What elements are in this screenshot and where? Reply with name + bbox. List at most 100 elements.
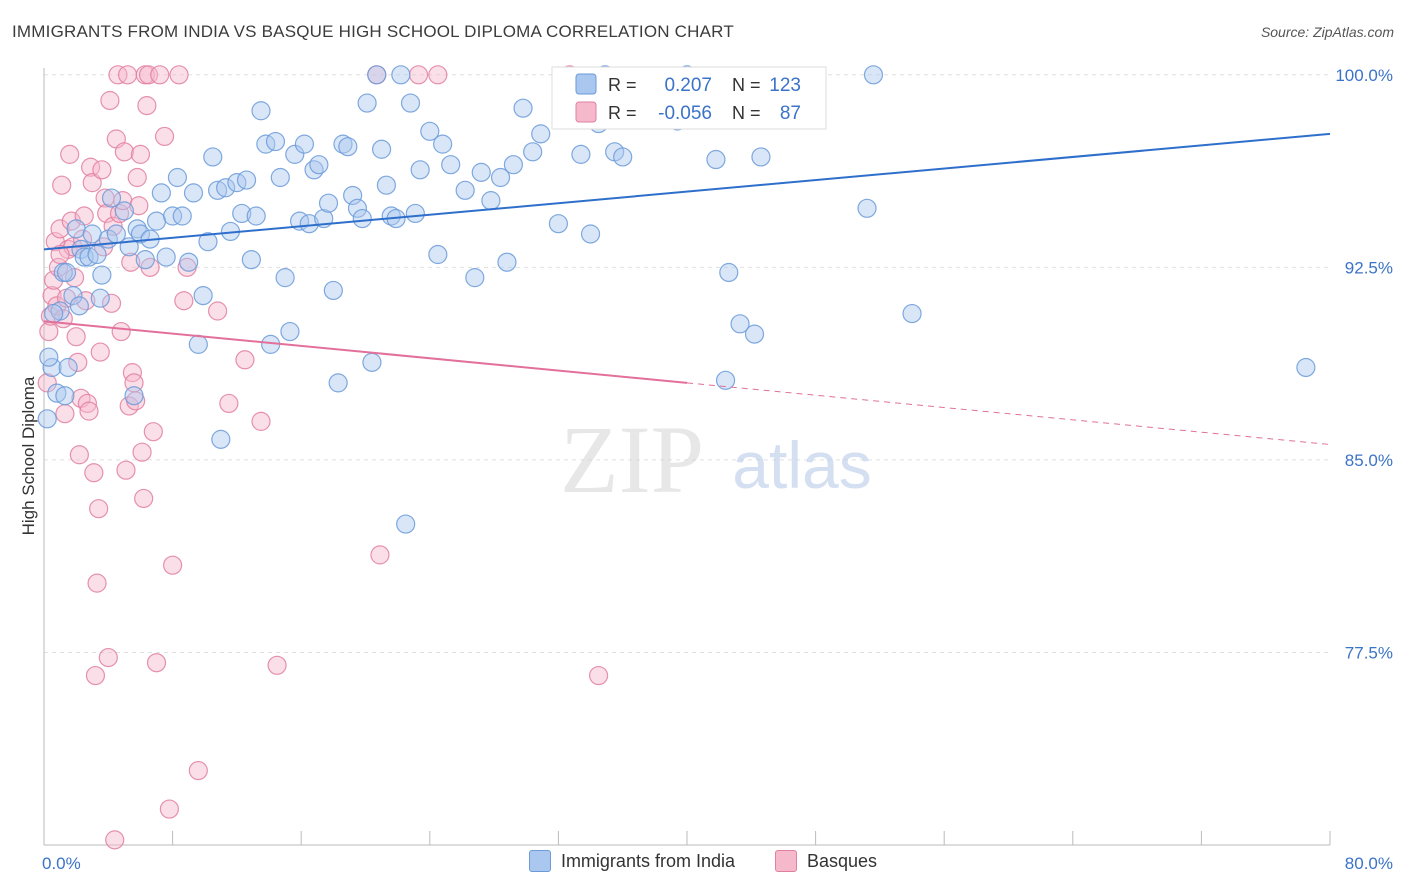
- india-point: [497, 252, 517, 272]
- india-point: [523, 142, 543, 162]
- india-point: [396, 514, 416, 534]
- y-tick-label: 85.0%: [1345, 451, 1393, 470]
- basque-point: [92, 160, 112, 180]
- x-tick-max: 80.0%: [1345, 854, 1393, 873]
- india-point: [294, 134, 315, 154]
- basque-point: [84, 463, 104, 483]
- india-point: [285, 144, 305, 164]
- india-point: [571, 144, 591, 164]
- india-point: [715, 370, 736, 390]
- india-point: [216, 178, 236, 198]
- basque-point: [101, 293, 122, 313]
- india-point: [513, 98, 533, 118]
- india-trend-line: [43, 132, 1331, 251]
- india-point: [405, 203, 425, 224]
- basque-point: [79, 401, 99, 421]
- basque-trend-line-dashed: [686, 382, 1331, 445]
- india-point: [265, 131, 286, 152]
- india-point: [151, 183, 171, 203]
- basque-point: [85, 665, 106, 686]
- india-point: [400, 93, 421, 113]
- legend-item-india[interactable]: Immigrants from India: [528, 850, 735, 872]
- basque-point: [134, 488, 154, 509]
- basque-point: [81, 157, 101, 177]
- basque-point: [119, 396, 139, 416]
- basque-point: [127, 167, 147, 188]
- basque-r-value: -0.056: [658, 103, 712, 124]
- india-point: [66, 219, 86, 239]
- basque-point: [132, 442, 152, 462]
- india-point: [236, 170, 257, 190]
- india-r-label: R =: [608, 75, 637, 95]
- india-point: [376, 175, 396, 195]
- legend-label-basques: Basques: [807, 850, 878, 871]
- india-point: [203, 147, 223, 167]
- basque-point: [90, 342, 110, 362]
- india-point: [58, 357, 78, 378]
- y-tick-label: 77.5%: [1345, 643, 1393, 662]
- basque-point: [154, 126, 175, 147]
- india-point: [352, 208, 372, 229]
- india-point: [1296, 357, 1316, 378]
- basque-point: [408, 65, 429, 85]
- india-point: [90, 288, 110, 308]
- stats-legend-box: R = 0.207 N = 123 R = -0.056 N = 87: [551, 66, 827, 130]
- basque-point: [138, 65, 159, 85]
- basque-point: [69, 445, 89, 465]
- basque-point: [137, 96, 157, 116]
- basque-point: [174, 291, 194, 311]
- india-point: [362, 352, 382, 372]
- basque-point: [129, 196, 149, 216]
- basque-point: [150, 65, 170, 85]
- basque-point: [114, 142, 134, 162]
- basque-point: [188, 760, 208, 781]
- india-point: [246, 206, 266, 226]
- india-point: [465, 268, 485, 288]
- india-point: [44, 303, 64, 324]
- legend-swatch-india: [528, 850, 551, 872]
- watermark: ZIP atlas: [560, 406, 872, 513]
- india-stats-swatch: [575, 73, 597, 95]
- india-n-label: N =: [732, 75, 761, 95]
- india-point: [172, 206, 192, 226]
- india-point: [232, 203, 252, 224]
- basque-point: [143, 422, 163, 442]
- legend-item-basques[interactable]: Basques: [775, 850, 877, 872]
- basque-point: [68, 352, 88, 372]
- india-point: [371, 139, 392, 159]
- india-point: [343, 185, 363, 206]
- india-point: [318, 193, 339, 213]
- basque-point: [76, 291, 96, 311]
- india-point: [82, 224, 102, 244]
- basque-point: [60, 144, 80, 164]
- basque-point: [37, 373, 57, 393]
- india-point: [146, 211, 167, 231]
- india-point: [130, 224, 151, 244]
- india-point: [410, 160, 430, 180]
- legend-swatch-basques: [775, 850, 797, 872]
- basque-point: [146, 653, 167, 673]
- india-point: [338, 137, 358, 157]
- india-point: [270, 167, 290, 188]
- basque-point: [100, 90, 120, 111]
- basque-stats-swatch: [575, 101, 597, 123]
- india-point: [531, 124, 551, 144]
- india-point: [42, 357, 62, 378]
- basque-point: [117, 65, 138, 85]
- basque-point: [208, 301, 228, 321]
- basque-point: [251, 411, 271, 431]
- india-point: [613, 147, 633, 167]
- india-point: [188, 334, 208, 354]
- basque-points: [37, 65, 609, 850]
- india-point: [69, 296, 89, 316]
- india-point: [455, 180, 475, 200]
- basque-point: [121, 252, 141, 272]
- axes: [43, 68, 1331, 846]
- watermark-atlas: atlas: [732, 428, 871, 502]
- basque-point: [77, 393, 98, 414]
- basque-point: [370, 545, 390, 565]
- india-point: [706, 149, 726, 170]
- basque-r-label: R =: [608, 103, 637, 123]
- india-point: [863, 65, 884, 85]
